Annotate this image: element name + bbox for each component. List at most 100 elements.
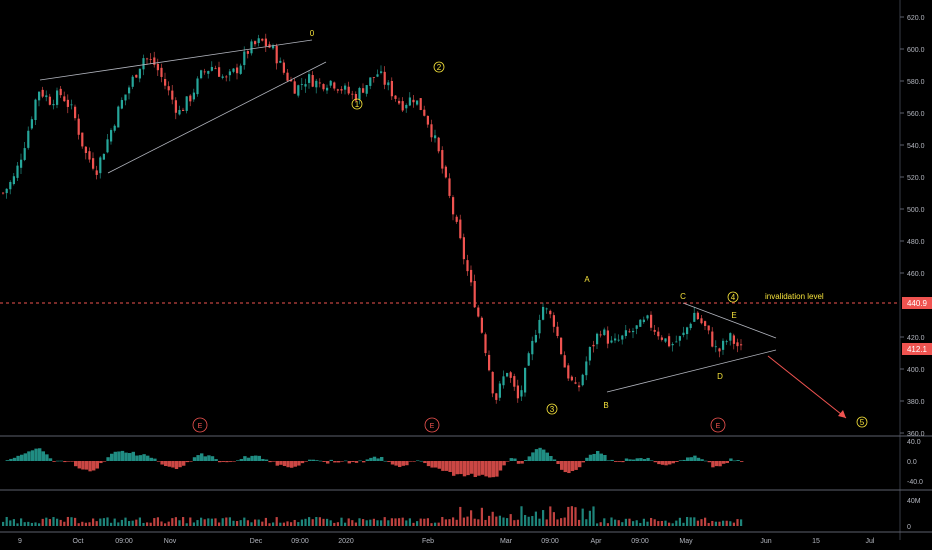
triangle-upper-line[interactable] (682, 302, 777, 339)
candle-body (426, 115, 429, 125)
wave-e-label[interactable]: E (731, 311, 736, 320)
candle-body (419, 98, 422, 111)
wave-0-label[interactable]: 0 (310, 29, 315, 38)
oscillator-bar (390, 461, 395, 465)
triangle-trendlines[interactable] (606, 302, 777, 393)
candle-body (664, 338, 667, 342)
candle-body (689, 323, 692, 329)
candle-body (156, 63, 159, 71)
wave-a-label[interactable]: A (584, 275, 590, 284)
volume-bar (200, 517, 203, 526)
volume-bar (362, 519, 365, 526)
oscillator-bar (146, 455, 150, 461)
candle-body (146, 58, 149, 60)
wave-3-label: 3 (550, 405, 555, 414)
candle-body (581, 374, 584, 386)
earnings-marker[interactable]: E (424, 417, 440, 433)
volume-bar (390, 518, 393, 526)
invalidation-level-label[interactable]: invalidation level (765, 292, 824, 301)
volume-bar (250, 522, 253, 526)
wave-5-marker[interactable]: 5 (856, 416, 868, 428)
candle-body (318, 82, 321, 84)
volume-bar (668, 522, 671, 526)
volume-bar (254, 519, 257, 526)
wedge-lower-line[interactable] (107, 61, 327, 174)
candle-body (20, 159, 23, 168)
candle-body (549, 310, 552, 315)
wave-1-marker[interactable]: 1 (351, 98, 363, 110)
candle-body (725, 341, 728, 343)
time-axis[interactable]: 9 Oct 09:00 Nov Dec 09:00 2020 Feb Mar 09:00 Apr 09… (18, 538, 875, 545)
volume-bar (142, 522, 145, 526)
wedge-trendlines[interactable] (39, 39, 327, 174)
candle-body (707, 325, 710, 331)
oscillator-bar (16, 455, 20, 461)
oscillator-bar (347, 461, 351, 464)
earnings-marker[interactable]: E (192, 417, 208, 433)
candlestick-series (2, 33, 743, 404)
wave-4-marker[interactable]: 4 (727, 291, 739, 303)
oscillator-bar (495, 461, 499, 477)
invalidation-price-badge[interactable]: 440.9 (902, 297, 932, 309)
oscillator-bar (642, 459, 647, 461)
oscillator-bar (707, 461, 711, 463)
volume-bar (81, 521, 84, 526)
candle-body (376, 74, 379, 77)
volume-bar (599, 522, 602, 526)
current-price-badge[interactable]: 412.1 (902, 343, 932, 355)
oscillator-bar (624, 458, 629, 461)
wave-2-marker[interactable]: 2 (433, 61, 445, 73)
candle-body (128, 87, 131, 94)
wave-4-label: 4 (731, 293, 736, 302)
volume-bar (59, 519, 62, 526)
volume-bar (45, 517, 48, 526)
candle-body (531, 340, 534, 355)
oscillator-bar (372, 456, 377, 461)
volume-bar (722, 520, 725, 526)
volume-bar (408, 518, 411, 526)
triangle-lower-line[interactable] (606, 349, 777, 393)
candle-body (545, 308, 548, 310)
oscillator-bar (5, 460, 9, 461)
candle-body (138, 68, 141, 79)
oscillator-bar (506, 461, 510, 462)
volume-bar (740, 519, 743, 526)
wave-b-label[interactable]: B (603, 401, 608, 410)
candle-body (592, 344, 595, 347)
price-tick-label: 460.0 (907, 271, 925, 278)
earnings-label: E (198, 423, 203, 430)
oscillator-bar (318, 460, 323, 462)
volume-bar (635, 520, 638, 526)
price-scale[interactable]: 620.0 600.0 580.0 560.0 540.0 520.0 500.0 480.0… (900, 15, 925, 531)
candle-body (624, 330, 627, 336)
volume-bar (455, 519, 458, 526)
candle-body (66, 99, 69, 107)
oscillator-bar (160, 461, 164, 465)
volume-bar (160, 521, 163, 526)
time-axis-label: 15 (812, 538, 820, 545)
candle-body (596, 333, 599, 345)
candle-body (603, 329, 606, 335)
volume-bar (452, 517, 455, 526)
price-tick-label: 420.0 (907, 335, 925, 342)
volume-bar (232, 520, 235, 526)
oscillator-bar (563, 461, 567, 473)
candle-body (506, 373, 509, 377)
projection-arrow[interactable] (767, 355, 847, 419)
oscillator-bar (12, 457, 17, 461)
oscillator-bar (178, 461, 182, 468)
candle-body (70, 104, 73, 106)
candle-body (635, 325, 638, 329)
oscillator-bar (232, 461, 236, 462)
wave-3-marker[interactable]: 3 (546, 403, 558, 415)
oscillator-bar (678, 460, 683, 461)
earnings-marker[interactable]: E (710, 417, 726, 433)
volume-bar (686, 516, 689, 526)
oscillator-bar (520, 461, 524, 464)
wedge-upper-line[interactable] (39, 39, 313, 81)
candle-body (326, 87, 329, 91)
wave-c-label[interactable]: C (680, 292, 686, 301)
oscillator-bar (228, 461, 233, 462)
wave-d-label[interactable]: D (717, 372, 723, 381)
